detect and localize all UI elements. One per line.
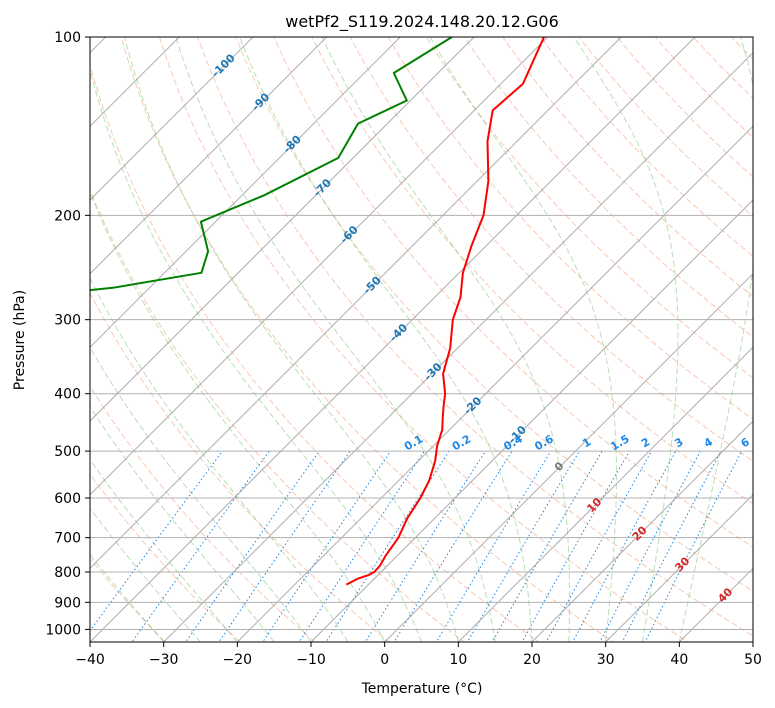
skewed-isotherm-line: [90, 37, 254, 201]
skewed-isotherm-line: [90, 37, 549, 496]
y-tick-label: 300: [54, 313, 81, 329]
dry-adiabat-line: [616, 37, 753, 178]
mixing-ratio-line: [218, 450, 351, 642]
mixing-ratio-line: [644, 450, 743, 642]
dry-adiabat-line: [90, 473, 241, 642]
skewed-isotherm-line: [162, 51, 753, 642]
chart-title: wetPf2_S119.2024.148.20.12.G06: [285, 12, 559, 32]
sounding-series: [90, 37, 545, 586]
skewed-isotherm-line: [531, 420, 753, 642]
moist-adiabat-line: [90, 346, 312, 642]
y-tick-label: 200: [54, 208, 81, 224]
plot-frame: [89, 36, 754, 643]
moist-adiabat-line: [90, 405, 275, 642]
y-tick-label: 800: [54, 565, 81, 581]
skewed-isotherms: [0, 10, 753, 654]
x-axis-title: Temperature (°C): [361, 681, 483, 697]
skewed-isotherm-line: [604, 493, 753, 642]
skewed-isotherm-line: [90, 37, 181, 128]
x-tick-label: −20: [223, 652, 253, 668]
dry-adiabat-line: [90, 292, 391, 642]
dry-adiabats: [90, 37, 775, 654]
skewed-isotherm-line: [310, 199, 753, 642]
skewed-isotherm-line: [90, 37, 475, 422]
x-tick-label: −40: [75, 652, 105, 668]
dry-adiabat-line: [770, 37, 775, 654]
pressure-gridlines: [90, 37, 753, 630]
y-tick-label: 400: [54, 387, 81, 403]
skewed-isotherm-line: [90, 37, 623, 570]
x-tick-label: 10: [449, 652, 467, 668]
temperature-profile-line: [345, 37, 545, 586]
skewed-isotherm-line: [90, 37, 328, 275]
moist-adiabat-line: [90, 67, 422, 642]
skewed-isotherm-line: [90, 37, 402, 349]
y-tick-label: 900: [54, 595, 81, 611]
moist-adiabat-line: [90, 553, 165, 642]
y-axis-title: Pressure (hPa): [12, 290, 28, 390]
dry-adiabat-line: [273, 37, 753, 548]
y-tick-label: 500: [54, 444, 81, 460]
skewed-isotherm-line: [0, 10, 59, 654]
x-tick-label: 40: [670, 652, 688, 668]
dry-adiabat-line: [120, 37, 615, 642]
moist-adiabat-line: [429, 37, 617, 642]
moist-adiabat-line: [573, 37, 679, 642]
moist-adiabat-line: [90, 507, 201, 642]
skewed-isotherm-line: [90, 37, 696, 642]
moist-adiabat-line: [321, 37, 571, 642]
dry-adiabat-line: [159, 37, 690, 642]
x-tick-label: −30: [149, 652, 179, 668]
skewed-isotherm-line: [236, 125, 753, 642]
mixing-ratio-line: [298, 450, 425, 642]
y-tick-label: 600: [54, 491, 81, 507]
moist-adiabat-line: [90, 190, 386, 642]
x-tick-label: 0: [380, 652, 389, 668]
y-tick-label: 1000: [45, 622, 81, 638]
x-axis-ticks: −40 −30 −20 −10 0 10 20 30 40 50: [75, 642, 762, 668]
dry-adiabat-line: [578, 37, 753, 218]
mixing-ratio-line: [131, 450, 270, 642]
y-axis-ticks: 100 200 300 400 500 600 700 800 900 1000: [45, 30, 90, 638]
y-tick-label: 100: [54, 30, 81, 46]
mixing-ratio-line: [262, 450, 392, 642]
dry-adiabat-line: [235, 37, 753, 592]
moist-adiabat-line: [678, 37, 753, 642]
dry-adiabat-line: [197, 37, 753, 637]
x-tick-label: 30: [597, 652, 615, 668]
mixing-ratio-line: [435, 450, 552, 642]
moist-adiabat-line: [175, 37, 496, 642]
dry-adiabat-line: [90, 62, 540, 642]
dry-adiabat-line: [90, 188, 465, 642]
mixing-ratio-line: [545, 450, 653, 642]
dewpoint-profile-line: [90, 37, 453, 292]
mixing-ratio-line: [466, 450, 580, 642]
moist-adiabat-line: [90, 458, 238, 642]
y-tick-label: 700: [54, 531, 81, 547]
x-tick-label: 20: [523, 652, 541, 668]
mixing-ratio-line: [185, 450, 320, 642]
moist-adiabat-line: [124, 37, 459, 642]
x-tick-label: −10: [296, 652, 326, 668]
mixing-ratio-line: [491, 450, 603, 642]
skewed-isotherm-line: [457, 346, 753, 642]
mixing-ratio-label: 8: [764, 435, 775, 450]
moist-adiabat-line: [239, 37, 533, 642]
plot-background: [90, 37, 753, 642]
moist-adiabat-line: [90, 277, 349, 642]
skewed-isotherm-line: [383, 272, 753, 642]
x-tick-label: 50: [744, 652, 762, 668]
moist-adiabats: [90, 37, 753, 642]
